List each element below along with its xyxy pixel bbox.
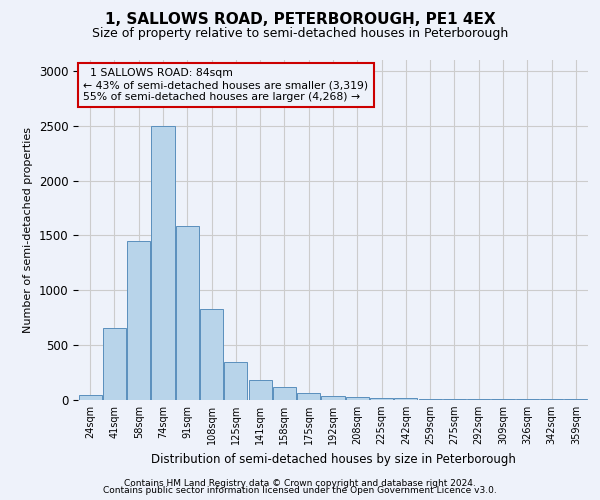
- Text: Size of property relative to semi-detached houses in Peterborough: Size of property relative to semi-detach…: [92, 28, 508, 40]
- Bar: [151, 126, 175, 400]
- Bar: [322, 396, 344, 400]
- Bar: [224, 362, 247, 400]
- Bar: [103, 328, 126, 400]
- Bar: [248, 380, 272, 400]
- Bar: [79, 394, 101, 400]
- Bar: [127, 241, 150, 400]
- Bar: [176, 226, 199, 400]
- Bar: [419, 399, 442, 400]
- Text: Contains public sector information licensed under the Open Government Licence v3: Contains public sector information licen…: [103, 486, 497, 495]
- Bar: [394, 398, 418, 400]
- Y-axis label: Number of semi-detached properties: Number of semi-detached properties: [23, 127, 33, 333]
- Bar: [297, 394, 320, 400]
- Text: 1, SALLOWS ROAD, PETERBOROUGH, PE1 4EX: 1, SALLOWS ROAD, PETERBOROUGH, PE1 4EX: [104, 12, 496, 28]
- Text: 1 SALLOWS ROAD: 84sqm  
← 43% of semi-detached houses are smaller (3,319)
55% of: 1 SALLOWS ROAD: 84sqm ← 43% of semi-deta…: [83, 68, 368, 102]
- Bar: [370, 398, 393, 400]
- Bar: [346, 396, 369, 400]
- Bar: [443, 399, 466, 400]
- X-axis label: Distribution of semi-detached houses by size in Peterborough: Distribution of semi-detached houses by …: [151, 452, 515, 466]
- Bar: [273, 387, 296, 400]
- Bar: [200, 309, 223, 400]
- Text: Contains HM Land Registry data © Crown copyright and database right 2024.: Contains HM Land Registry data © Crown c…: [124, 478, 476, 488]
